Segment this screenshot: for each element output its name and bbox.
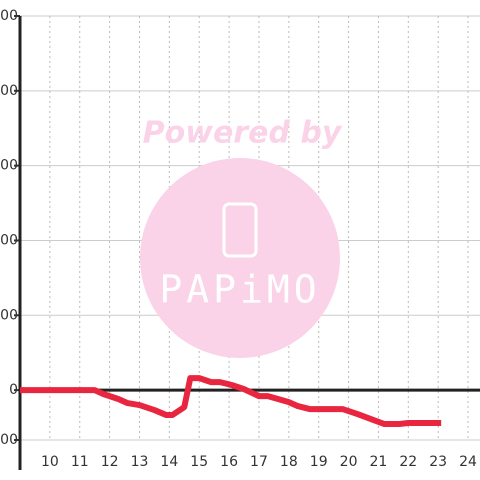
watermark-circle [140,158,340,358]
x-tick-label: 16 [220,454,238,470]
y-tick-label: 90,000 [0,158,18,174]
y-tick-label: -20,000 [0,432,18,448]
watermark-text: Powered by [143,116,343,151]
y-tick-label: 60,000 [0,232,18,248]
x-tick-label: 15 [190,454,208,470]
x-tick-label: 24 [459,454,477,470]
x-tick-label: 22 [399,454,417,470]
x-tick-label: 14 [160,454,178,470]
x-tick-label: 18 [280,454,298,470]
y-tick-label: 150,000 [0,8,18,24]
x-tick-label: 12 [101,454,119,470]
x-tick-label: 21 [370,454,388,470]
watermark: Powered by PAPiMO [140,116,343,358]
watermark-logo: PAPiMO [159,268,320,312]
watermark-icon [222,202,258,258]
x-tick-label: 23 [429,454,447,470]
x-tick-label: 19 [310,454,328,470]
x-tick-label: 13 [131,454,149,470]
y-tick-label: 30,000 [0,307,18,323]
data-line [20,375,442,428]
x-tick-label: 11 [71,454,89,470]
x-tick-label: 20 [340,454,358,470]
y-tick-label: 120,000 [0,83,18,99]
x-tick-label: 10 [41,454,59,470]
x-tick-label: 17 [250,454,268,470]
y-tick-label: 0 [9,382,18,398]
